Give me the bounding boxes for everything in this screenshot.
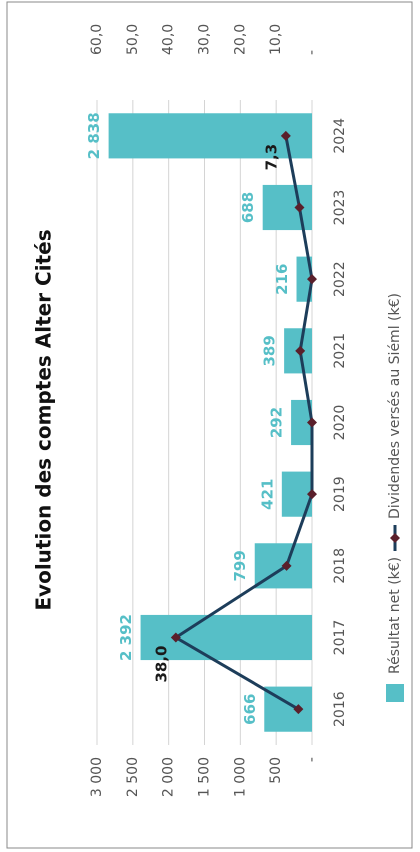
legend-marker (390, 533, 400, 543)
legend-swatch (386, 684, 404, 702)
y-tick-label: 1 500 (197, 757, 213, 797)
bar-value-label: 2 838 (85, 112, 103, 159)
x-tick-label: 2016 (332, 691, 348, 727)
bar-value-label: 389 (261, 335, 279, 366)
x-tick-label: 2019 (332, 476, 348, 512)
y-tick-label: 500 (268, 757, 284, 784)
y2-tick-label: 10,0 (268, 24, 284, 55)
line-marker (170, 632, 181, 643)
line-marker (280, 130, 291, 141)
line-marker (307, 489, 317, 500)
y2-tick-label: - (304, 50, 320, 55)
bar-value-label: 688 (239, 192, 257, 223)
y2-tick-label: 20,0 (232, 24, 248, 55)
y-tick-label: 2 500 (125, 757, 141, 797)
x-tick-label: 2022 (332, 261, 348, 297)
y-tick-label: 2 000 (161, 757, 177, 797)
x-tick-label: 2020 (332, 405, 348, 441)
x-tick-label: 2021 (332, 333, 348, 369)
bar-value-label: 666 (241, 694, 259, 725)
bar-value-label: 421 (258, 479, 276, 510)
line-marker (307, 417, 317, 428)
bar-value-label: 292 (268, 407, 286, 438)
x-tick-label: 2017 (332, 620, 348, 656)
legend-label: Résultat net (k€) (387, 557, 403, 674)
y2-tick-label: 40,0 (161, 24, 177, 55)
x-tick-label: 2024 (332, 118, 348, 154)
bar (281, 471, 313, 517)
line-value-label: 7,3 (262, 144, 280, 171)
line-value-label: 38,0 (152, 646, 170, 683)
rotated-plot: Evolution des comptes Alter Cités - 500 1 … (32, 24, 404, 797)
bar (108, 113, 312, 159)
x-tick-label: 2023 (332, 190, 348, 226)
bar (291, 399, 312, 446)
chart-title: Evolution des comptes Alter Cités (32, 229, 56, 610)
y-tick-label: - (304, 757, 320, 762)
bar-value-label: 2 392 (117, 614, 135, 661)
line-marker (294, 202, 305, 213)
line-marker (295, 345, 306, 356)
bar (262, 184, 312, 231)
bar (140, 614, 312, 661)
bar-value-label: 799 (231, 550, 249, 581)
y-tick-label: 1 000 (232, 757, 248, 797)
y-tick-label: 3 000 (89, 757, 105, 797)
legend-label: Dividendes versés au Siéml (k€) (387, 293, 403, 519)
y2-tick-label: 60,0 (89, 24, 105, 55)
x-tick-label: 2018 (332, 548, 348, 584)
line-marker (281, 560, 292, 571)
y2-tick-label: 50,0 (125, 24, 141, 55)
y2-tick-label: 30,0 (197, 24, 213, 55)
bar-value-label: 216 (273, 264, 291, 295)
line-marker (307, 274, 317, 285)
bar (296, 256, 312, 302)
